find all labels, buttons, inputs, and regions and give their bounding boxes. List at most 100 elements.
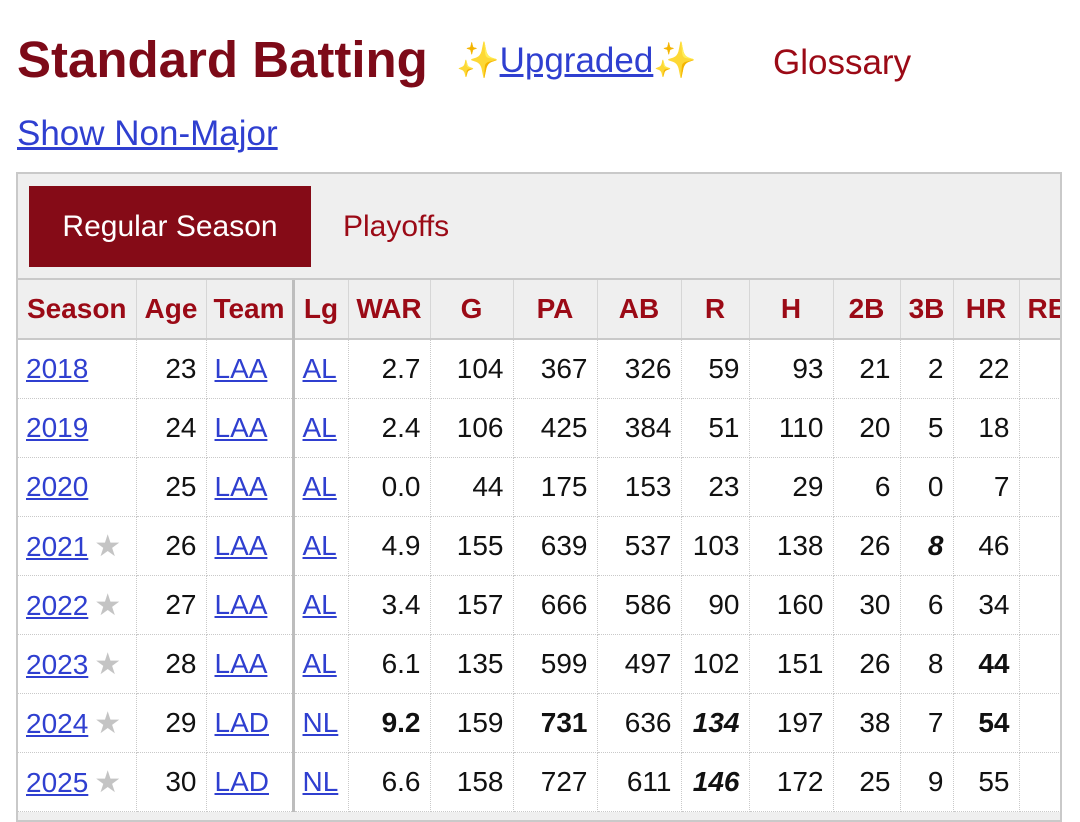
col-header-war[interactable]: WAR — [348, 280, 431, 340]
season-link[interactable]: 2024 — [26, 707, 89, 739]
g-cell: 155 — [430, 516, 514, 576]
team-link[interactable]: LAA — [214, 471, 268, 502]
g-cell: 159 — [430, 693, 514, 753]
league-link[interactable]: AL — [302, 353, 337, 384]
league-link[interactable]: NL — [302, 707, 339, 738]
pa-cell: 367 — [513, 339, 598, 399]
upgraded-badge: ✨Upgraded✨ — [456, 40, 697, 81]
team-link[interactable]: LAA — [214, 530, 268, 561]
ab-cell: 537 — [597, 516, 682, 576]
team-link[interactable]: LAA — [214, 412, 268, 443]
season-link[interactable]: 2018 — [26, 353, 89, 384]
team-link[interactable]: LAA — [214, 589, 268, 620]
tab-playoffs[interactable]: Playoffs — [343, 209, 450, 243]
season-cell: 2020 — [18, 457, 137, 517]
h-cell: 29 — [749, 457, 834, 517]
col-header-pa[interactable]: PA — [513, 280, 598, 340]
g-cell: 135 — [430, 634, 514, 694]
season-link[interactable]: 2023 — [26, 648, 89, 680]
col-header-2b[interactable]: 2B — [833, 280, 901, 340]
age-cell: 28 — [136, 634, 207, 694]
season-link[interactable]: 2020 — [26, 471, 89, 502]
league-link[interactable]: AL — [302, 648, 337, 679]
col-header-g[interactable]: G — [430, 280, 514, 340]
war-cell: 3.4 — [348, 575, 431, 635]
hr-cell: 55 — [953, 752, 1020, 812]
age-cell: 27 — [136, 575, 207, 635]
age-cell: 29 — [136, 693, 207, 753]
batting-table: Season Age Team Lg WAR G PA AB R H 2B 3B… — [18, 280, 1060, 812]
rbi-cell: 100 — [1019, 516, 1060, 576]
hr-cell: 22 — [953, 339, 1020, 399]
season-link[interactable]: 2025 — [26, 766, 89, 798]
league-cell: NL — [293, 693, 349, 753]
league-link[interactable]: AL — [302, 530, 337, 561]
league-cell: AL — [293, 634, 349, 694]
hr-cell: 34 — [953, 575, 1020, 635]
all-star-icon: ★ — [94, 765, 122, 799]
league-link[interactable]: AL — [302, 412, 337, 443]
g-cell: 44 — [430, 457, 514, 517]
t3b-cell: 8 — [900, 516, 954, 576]
col-header-rbi[interactable]: RBI — [1019, 280, 1060, 340]
col-header-3b[interactable]: 3B — [900, 280, 954, 340]
d2b-cell: 6 — [833, 457, 901, 517]
col-header-hr[interactable]: HR — [953, 280, 1020, 340]
league-link[interactable]: NL — [302, 766, 339, 797]
sparkle-icon: ✨ — [653, 41, 697, 80]
t3b-cell: 8 — [900, 634, 954, 694]
col-header-team[interactable]: Team — [206, 280, 295, 340]
season-link[interactable]: 2021 — [26, 530, 89, 562]
col-header-age[interactable]: Age — [136, 280, 207, 340]
league-link[interactable]: AL — [302, 589, 337, 620]
d2b-cell: 20 — [833, 398, 901, 458]
tab-regular-season[interactable]: Regular Season — [29, 186, 311, 267]
team-link[interactable]: LAA — [214, 353, 268, 384]
col-header-ab[interactable]: AB — [597, 280, 682, 340]
team-link[interactable]: LAD — [214, 766, 269, 797]
h-cell: 110 — [749, 398, 834, 458]
h-cell: 172 — [749, 752, 834, 812]
col-header-season[interactable]: Season — [18, 280, 137, 340]
upgraded-link[interactable]: Upgraded — [499, 41, 654, 80]
season-cell: 2021 ★ — [18, 516, 137, 576]
d2b-cell: 26 — [833, 516, 901, 576]
season-link[interactable]: 2019 — [26, 412, 89, 443]
age-cell: 24 — [136, 398, 207, 458]
col-header-h[interactable]: H — [749, 280, 834, 340]
team-link[interactable]: LAA — [214, 648, 268, 679]
team-cell: LAA — [206, 457, 295, 517]
season-link[interactable]: 2022 — [26, 589, 89, 621]
league-link[interactable]: AL — [302, 471, 337, 502]
col-header-lg[interactable]: Lg — [293, 280, 349, 340]
rbi-cell: 95 — [1019, 575, 1060, 635]
all-star-icon: ★ — [94, 647, 122, 681]
show-non-major-link[interactable]: Show Non-Major — [17, 114, 278, 153]
r-cell: 146 — [681, 752, 750, 812]
table-body: 201823LAAAL2.710436732659932122261201924… — [18, 339, 1060, 812]
season-cell: 2018 — [18, 339, 137, 399]
league-cell: AL — [293, 516, 349, 576]
col-header-r[interactable]: R — [681, 280, 750, 340]
all-star-icon: ★ — [94, 588, 122, 622]
team-link[interactable]: LAD — [214, 707, 269, 738]
d2b-cell: 30 — [833, 575, 901, 635]
league-cell: AL — [293, 339, 349, 399]
league-cell: AL — [293, 457, 349, 517]
age-cell: 23 — [136, 339, 207, 399]
league-cell: NL — [293, 752, 349, 812]
war-cell: 6.1 — [348, 634, 431, 694]
age-cell: 26 — [136, 516, 207, 576]
pa-cell: 599 — [513, 634, 598, 694]
hr-cell: 54 — [953, 693, 1020, 753]
team-cell: LAD — [206, 693, 295, 753]
season-tabs: Regular Season Playoffs — [18, 174, 1060, 278]
glossary-link[interactable]: Glossary — [773, 43, 912, 82]
team-cell: LAA — [206, 575, 295, 635]
team-cell: LAA — [206, 634, 295, 694]
h-cell: 160 — [749, 575, 834, 635]
